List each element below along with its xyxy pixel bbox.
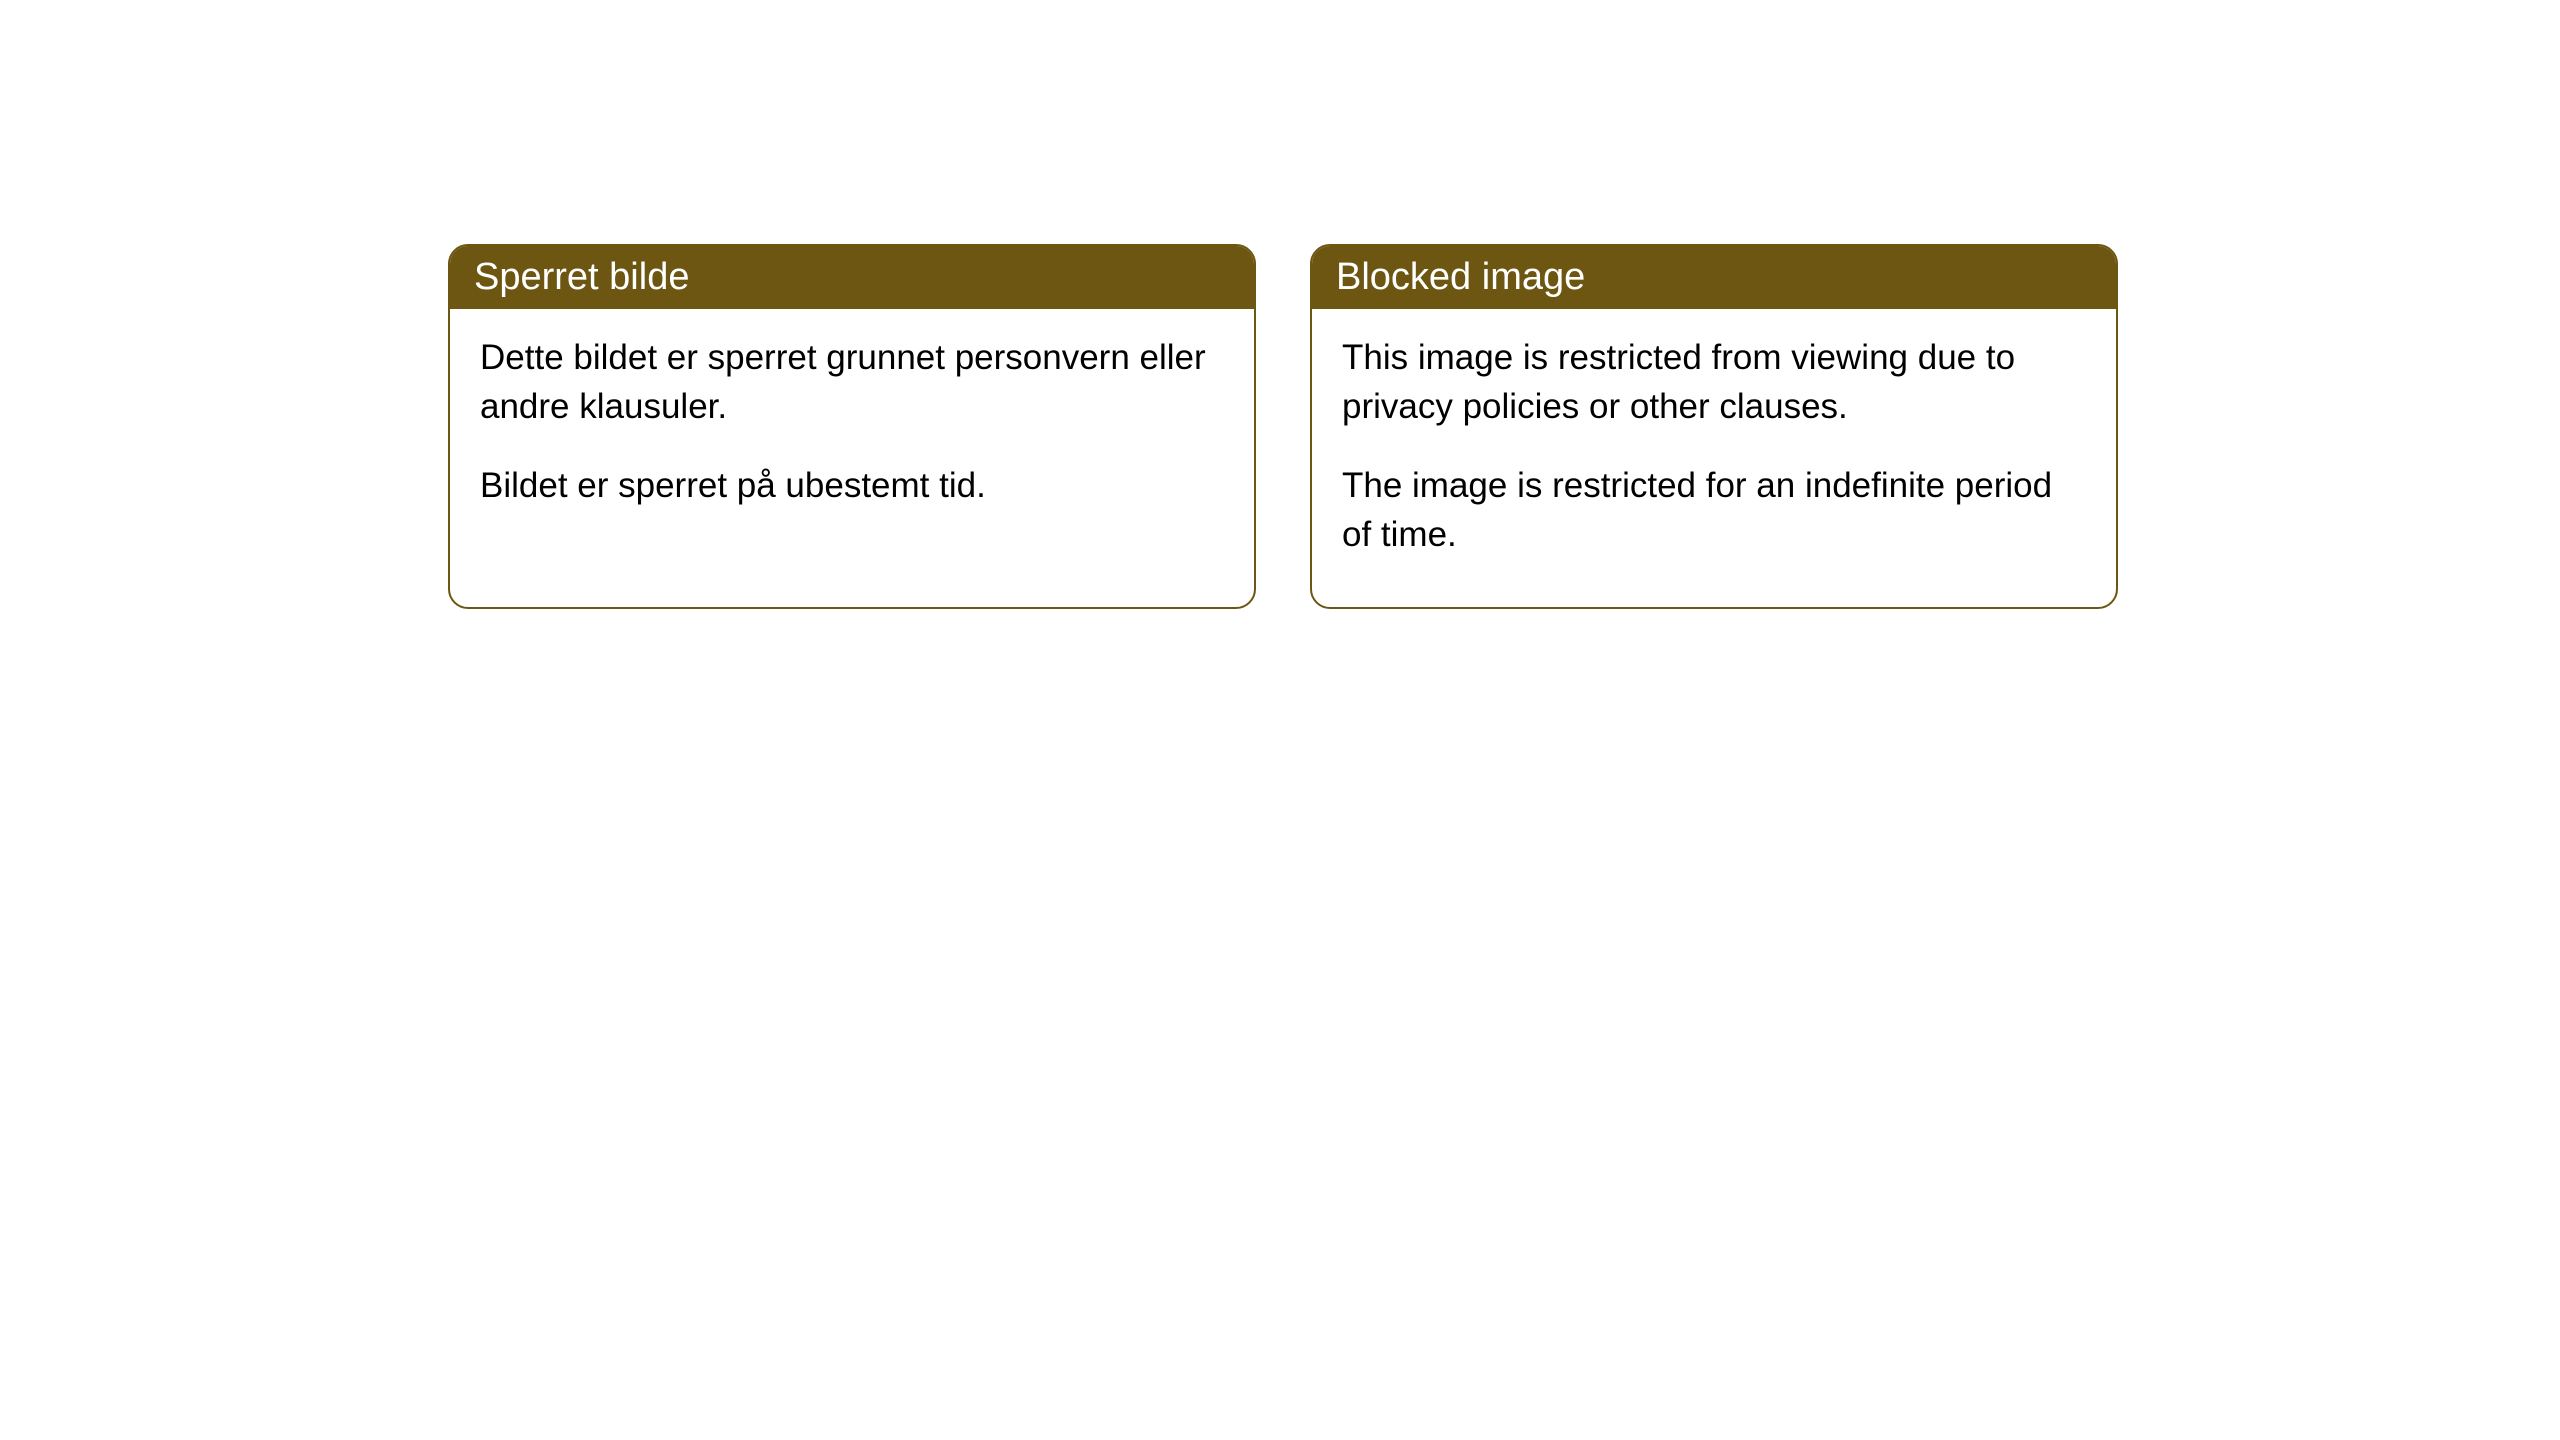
notice-cards-container: Sperret bilde Dette bildet er sperret gr… <box>448 244 2118 609</box>
card-paragraph: The image is restricted for an indefinit… <box>1342 461 2086 559</box>
card-paragraph: Bildet er sperret på ubestemt tid. <box>480 461 1224 510</box>
card-header: Blocked image <box>1312 246 2116 309</box>
notice-card-norwegian: Sperret bilde Dette bildet er sperret gr… <box>448 244 1256 609</box>
card-title: Sperret bilde <box>474 256 689 298</box>
card-title: Blocked image <box>1336 256 1585 298</box>
card-body: This image is restricted from viewing du… <box>1312 309 2116 607</box>
card-paragraph: Dette bildet er sperret grunnet personve… <box>480 333 1224 431</box>
card-paragraph: This image is restricted from viewing du… <box>1342 333 2086 431</box>
card-header: Sperret bilde <box>450 246 1254 309</box>
notice-card-english: Blocked image This image is restricted f… <box>1310 244 2118 609</box>
card-body: Dette bildet er sperret grunnet personve… <box>450 309 1254 558</box>
